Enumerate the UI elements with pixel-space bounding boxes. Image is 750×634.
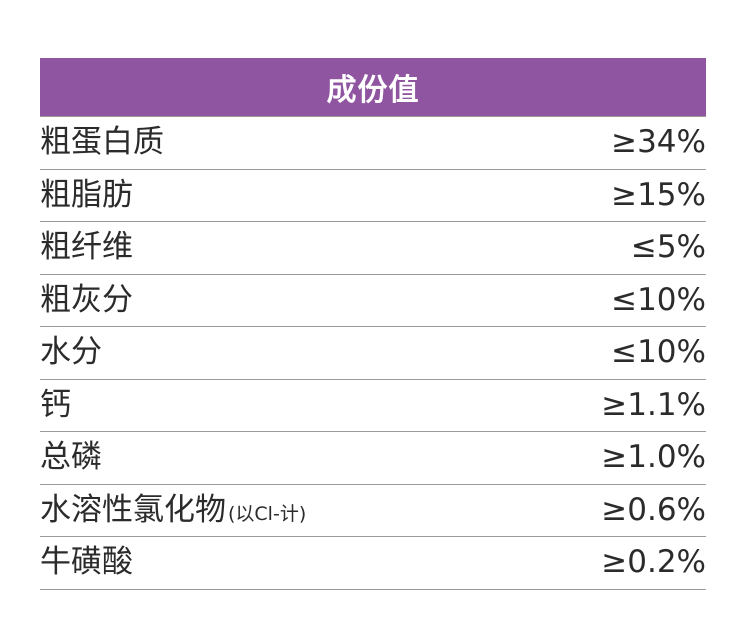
table-header: 成份值 [40,58,706,116]
row-value: ≤10% [611,334,706,371]
row-value: ≥0.6% [601,491,706,528]
row-value: ≥15% [611,176,706,213]
table-row: 粗脂肪 ≥15% [40,170,706,222]
row-value: ≥34% [611,124,706,161]
table-row: 钙 ≥1.1% [40,380,706,432]
table-row: 总磷 ≥1.0% [40,432,706,485]
table-row: 粗蛋白质 ≥34% [40,117,706,170]
table-row: 水分 ≤10% [40,327,706,380]
row-value: ≥1.0% [601,439,706,476]
row-value: ≥1.1% [601,386,706,423]
row-label: 粗蛋白质 [40,124,164,161]
row-value: ≤10% [611,281,706,318]
nutrition-table: 成份值 粗蛋白质 ≥34% 粗脂肪 ≥15% 粗纤维 ≤5% 粗灰分 ≤10% … [40,58,706,590]
row-label: 总磷 [40,439,102,476]
table-body: 粗蛋白质 ≥34% 粗脂肪 ≥15% 粗纤维 ≤5% 粗灰分 ≤10% 水分 ≤… [40,116,706,590]
row-label: 粗脂肪 [40,176,133,213]
table-row: 水溶性氯化物 (以Cl-计) ≥0.6% [40,485,706,537]
table-row: 粗灰分 ≤10% [40,275,706,327]
row-value: ≤5% [630,229,706,266]
row-label: 牛磺酸 [40,544,133,581]
row-label: 水分 [40,334,102,371]
row-label: 钙 [40,386,71,423]
table-row: 牛磺酸 ≥0.2% [40,537,706,590]
row-label: 粗纤维 [40,229,133,266]
row-label-container: 水溶性氯化物 (以Cl-计) [40,491,307,528]
row-value: ≥0.2% [601,544,706,581]
row-label: 水溶性氯化物 [40,491,226,528]
row-label: 粗灰分 [40,281,133,318]
table-row: 粗纤维 ≤5% [40,222,706,275]
row-label-note: (以Cl-计) [228,502,307,525]
